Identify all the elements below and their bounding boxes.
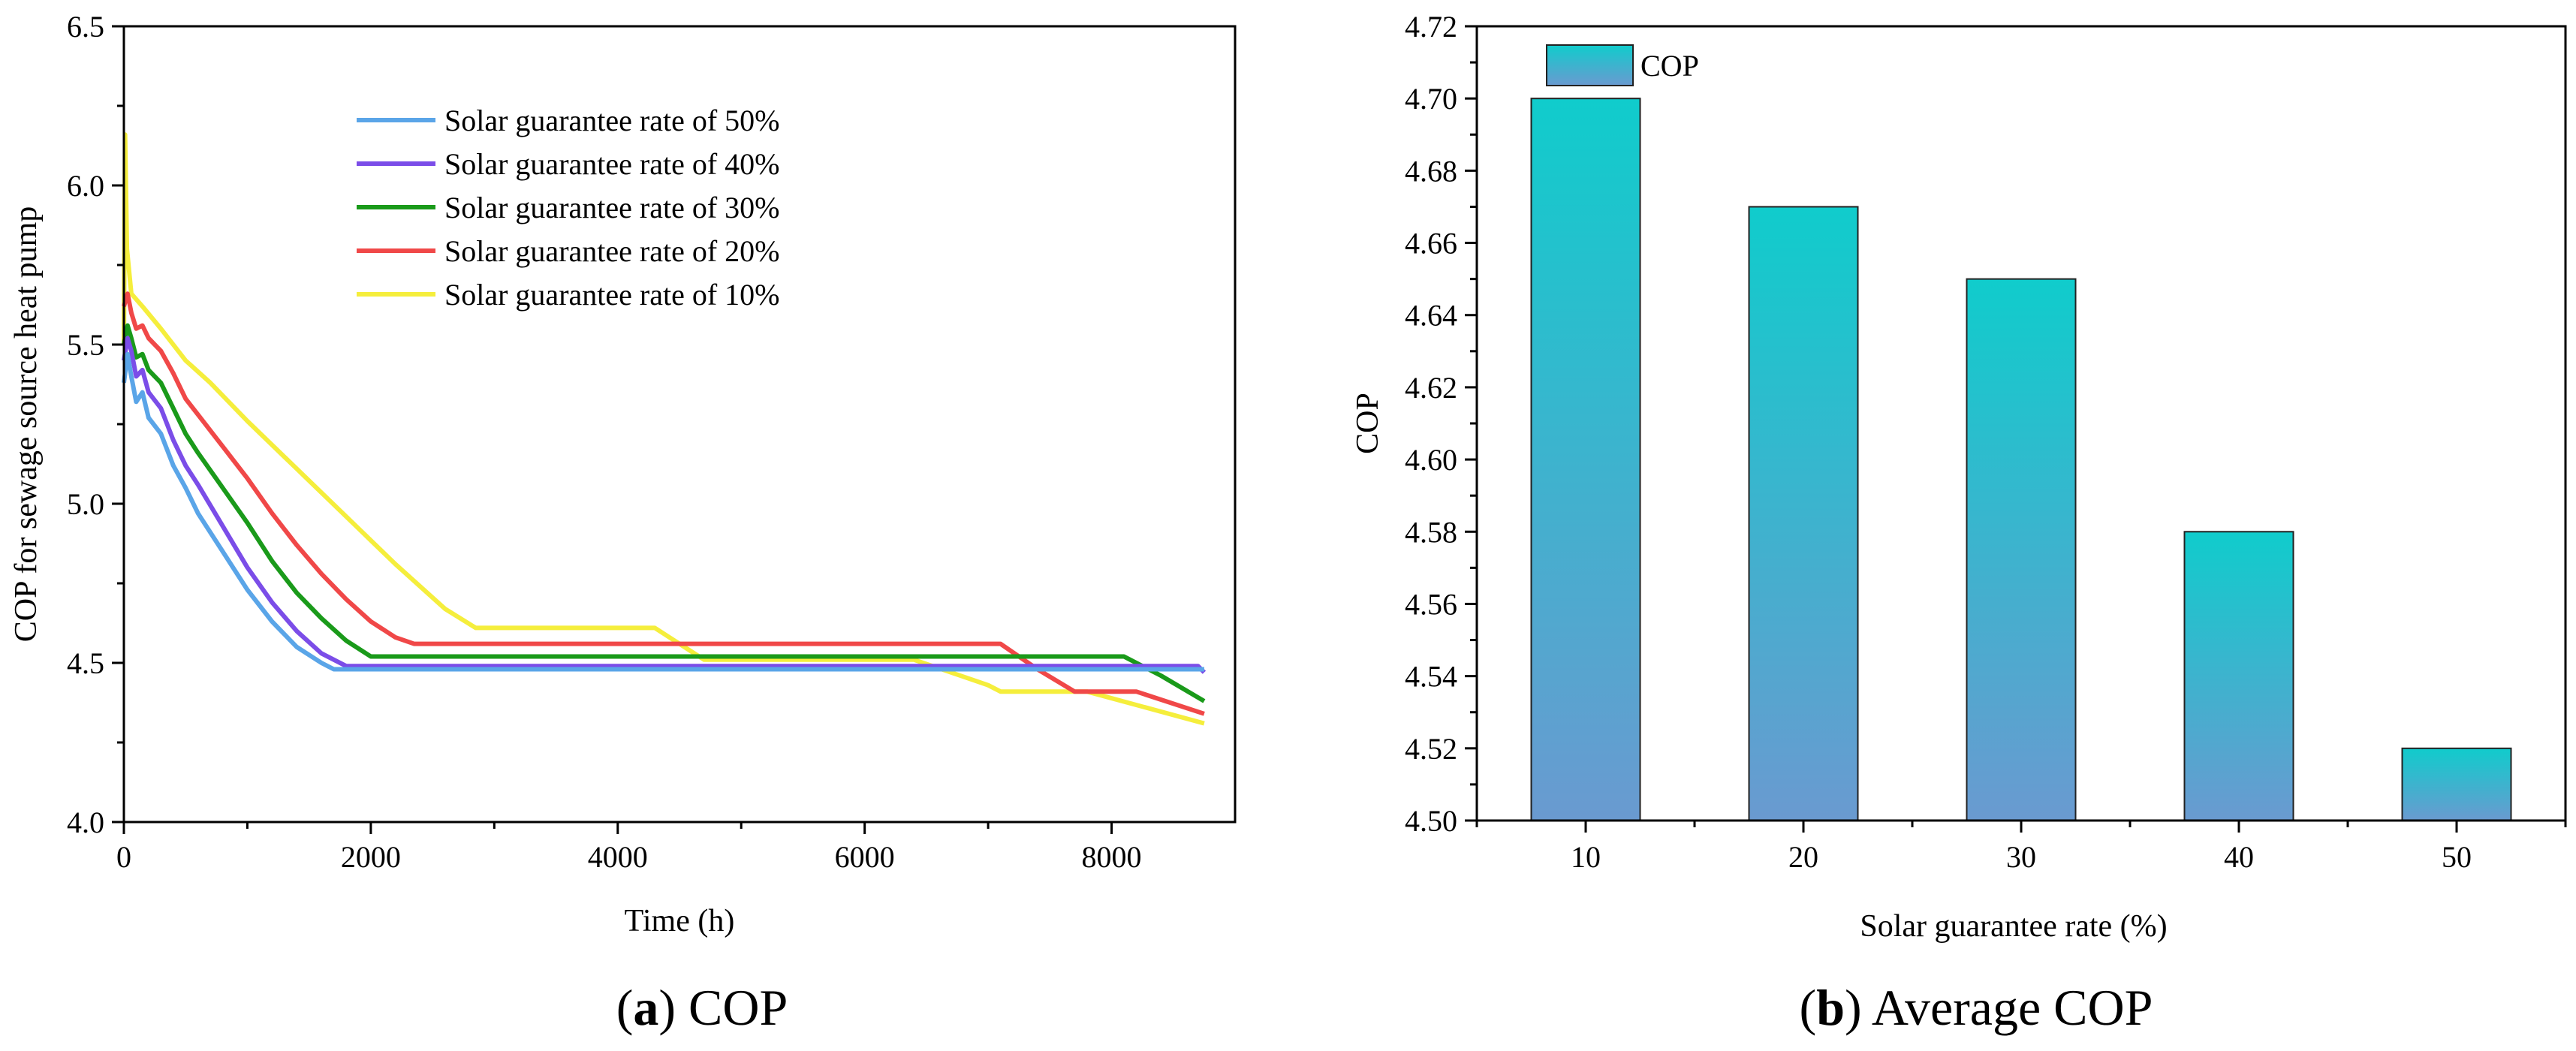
b-caption-letter: b bbox=[1816, 979, 1845, 1036]
x-tick-label: 8000 bbox=[1082, 840, 1142, 874]
y-tick-label: 4.66 bbox=[1405, 227, 1457, 260]
legend-label: Solar guarantee rate of 40% bbox=[444, 147, 779, 181]
legend-label: COP bbox=[1641, 49, 1699, 83]
y-axis-title: COP bbox=[1351, 393, 1385, 454]
x-tick-label: 40 bbox=[2224, 840, 2254, 874]
y-tick-label: 4.68 bbox=[1405, 154, 1457, 188]
y-tick-label: 5.5 bbox=[67, 328, 104, 362]
a-caption-close: ) COP bbox=[658, 979, 788, 1036]
bar-group bbox=[1530, 98, 2512, 822]
y-tick-label: 5.0 bbox=[67, 487, 104, 521]
y-tick-label: 4.56 bbox=[1405, 587, 1457, 621]
y-tick-label: 6.5 bbox=[67, 10, 104, 44]
bar-chart: 10 20 30 40 50 4.50 4.52 4.54 4.56 4.58 4.60 4.62 4.… bbox=[1351, 10, 2567, 1036]
x-axis-title: Solar guarantee rate (%) bbox=[1860, 909, 2167, 944]
x-tick-label: 30 bbox=[2006, 840, 2036, 874]
legend: COP bbox=[1546, 44, 1699, 86]
bar bbox=[2401, 747, 2512, 821]
y-tick-label: 4.72 bbox=[1405, 10, 1457, 44]
legend-label: Solar guarantee rate of 50% bbox=[444, 104, 779, 137]
axes: 0 2000 4000 6000 8000 4.0 4.5 5.0 5.5 6.0 6.5 bbox=[67, 10, 1142, 874]
bar bbox=[2183, 531, 2294, 821]
axes: 10 20 30 40 50 4.50 4.52 4.54 4.56 4.58 4.60 4.62 4.… bbox=[1405, 10, 2567, 874]
y-tick-label: 4.58 bbox=[1405, 515, 1457, 549]
plot-frame bbox=[122, 25, 1237, 824]
bar bbox=[1748, 206, 1859, 822]
legend-label: Solar guarantee rate of 30% bbox=[444, 191, 779, 224]
b-caption-close: ) Average COP bbox=[1845, 979, 2153, 1036]
legend: Solar guarantee rate of 50% Solar guarant… bbox=[357, 104, 779, 312]
y-tick-label: 4.0 bbox=[67, 806, 104, 839]
y-tick-label: 4.5 bbox=[67, 646, 104, 680]
x-tick-label: 0 bbox=[116, 840, 131, 874]
series-line bbox=[122, 291, 1205, 716]
y-tick-label: 4.60 bbox=[1405, 443, 1457, 477]
line-chart: 0 2000 4000 6000 8000 4.0 4.5 5.0 5.5 6.0 6.5 Time… bbox=[9, 10, 1237, 1036]
x-tick-label: 4000 bbox=[588, 840, 648, 874]
y-tick-label: 4.64 bbox=[1405, 299, 1457, 333]
x-tick-label: 50 bbox=[2442, 840, 2472, 874]
x-tick-label: 20 bbox=[1788, 840, 1818, 874]
caption-b: (b) Average COP bbox=[1800, 979, 2153, 1036]
x-tick-label: 6000 bbox=[835, 840, 895, 874]
bar bbox=[1530, 98, 1641, 821]
b-caption-open: ( bbox=[1800, 979, 1817, 1036]
a-caption-letter: a bbox=[633, 979, 658, 1036]
y-axis-title: COP for sewage source heat pump bbox=[9, 206, 44, 642]
series-line bbox=[122, 336, 1207, 674]
legend-label: Solar guarantee rate of 10% bbox=[444, 278, 779, 312]
series-line bbox=[122, 323, 1206, 703]
y-tick-label: 4.62 bbox=[1405, 371, 1457, 405]
x-tick-label: 2000 bbox=[341, 840, 401, 874]
y-tick-label: 4.50 bbox=[1405, 804, 1457, 838]
bar bbox=[1966, 278, 2077, 821]
legend-swatch bbox=[1546, 44, 1634, 86]
y-tick-label: 4.52 bbox=[1405, 732, 1457, 766]
x-tick-label: 10 bbox=[1571, 840, 1601, 874]
series-line bbox=[122, 351, 1204, 672]
y-tick-label: 4.70 bbox=[1405, 82, 1457, 116]
legend-label: Solar guarantee rate of 20% bbox=[444, 234, 779, 268]
line-series-group bbox=[122, 132, 1207, 726]
a-caption-open: ( bbox=[616, 979, 634, 1036]
x-axis-title: Time (h) bbox=[625, 904, 735, 938]
y-tick-label: 6.0 bbox=[67, 169, 104, 203]
caption-a: (a) COP bbox=[616, 979, 788, 1036]
y-tick-label: 4.54 bbox=[1405, 660, 1457, 694]
